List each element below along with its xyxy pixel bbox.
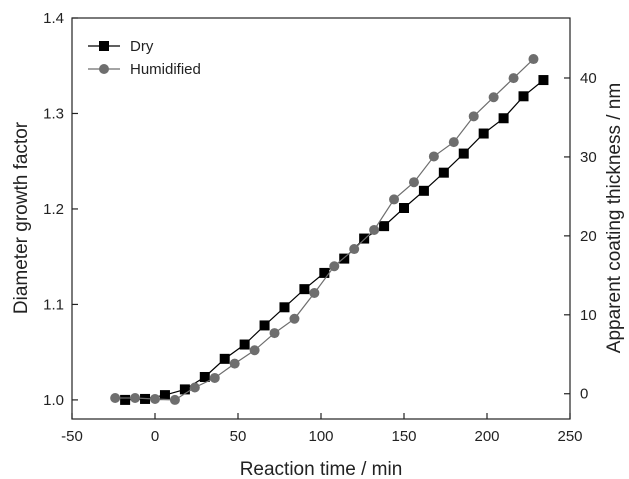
data-point-humidified (269, 328, 280, 339)
y2-tick-label: 40 (580, 70, 597, 87)
data-point-dry (319, 267, 330, 278)
x-axis-title: Reaction time / min (240, 459, 403, 479)
y-tick-label: 1.1 (43, 296, 64, 313)
data-point-dry (478, 128, 489, 139)
data-point-dry (159, 390, 170, 401)
data-point-humidified (528, 54, 539, 65)
x-tick-label: 0 (151, 428, 159, 445)
data-point-humidified (329, 261, 340, 272)
data-point-dry (359, 233, 370, 244)
data-point-dry (339, 253, 350, 264)
data-point-dry (379, 221, 390, 232)
y2-tick-label: 0 (580, 386, 588, 403)
legend-marker-dry (99, 41, 109, 51)
legend-marker-humidified (99, 64, 109, 74)
data-point-humidified (448, 137, 459, 148)
x-tick-label: 150 (391, 428, 416, 445)
y-axis-title: Diameter growth factor (11, 121, 32, 314)
x-tick-label: 100 (308, 428, 333, 445)
data-point-humidified (309, 287, 320, 298)
y2-tick-label: 30 (580, 149, 597, 166)
y2-axis-ticks: 0 10 20 30 40 (564, 70, 597, 403)
data-point-humidified (468, 111, 479, 122)
data-point-dry (518, 91, 529, 102)
data-point-humidified (369, 224, 380, 235)
data-point-humidified (169, 394, 180, 405)
y2-tick-label: 20 (580, 228, 597, 245)
data-point-humidified (229, 358, 240, 369)
y2-axis-title: Apparent coating thickness / nm (604, 83, 625, 353)
x-tick-label: 200 (474, 428, 499, 445)
y-tick-label: 1.3 (43, 105, 64, 122)
data-point-dry (438, 167, 449, 178)
y-axis-ticks: 1.0 1.1 1.2 1.3 1.4 (43, 10, 78, 409)
data-point-dry (219, 353, 230, 364)
data-point-humidified (408, 177, 419, 188)
data-point-humidified (189, 382, 200, 393)
data-point-dry (399, 202, 409, 213)
data-point-dry (418, 185, 429, 196)
data-point-humidified (150, 393, 160, 404)
data-point-humidified (349, 244, 360, 255)
x-axis-ticks: -50 0 50 100 150 200 250 (61, 413, 583, 445)
data-point-humidified (110, 392, 121, 403)
data-point-humidified (249, 345, 260, 356)
legend-label-humidified: Humidified (130, 61, 201, 78)
data-point-dry (179, 384, 190, 395)
legend-label-dry: Dry (130, 38, 154, 55)
x-tick-label: -50 (61, 428, 83, 445)
data-point-dry (259, 320, 270, 331)
data-point-dry (199, 371, 210, 382)
data-point-dry (458, 148, 469, 159)
data-point-dry (498, 113, 509, 124)
data-point-dry (279, 302, 290, 313)
x-tick-label: 250 (557, 428, 582, 445)
series-layer (110, 54, 549, 405)
data-point-humidified (130, 392, 141, 403)
series-line-dry (125, 79, 544, 401)
series-line-humidified (115, 58, 534, 401)
y-tick-label: 1.0 (43, 392, 64, 409)
y-tick-label: 1.2 (43, 201, 64, 218)
data-point-humidified (488, 92, 499, 103)
data-point-humidified (289, 313, 300, 324)
data-point-dry (120, 394, 131, 405)
data-point-humidified (508, 73, 519, 84)
x-tick-label: 50 (230, 428, 247, 445)
data-point-humidified (209, 372, 220, 383)
data-point-dry (299, 284, 310, 295)
y2-tick-label: 10 (580, 307, 597, 324)
legend: Dry Humidified (88, 38, 201, 78)
data-point-humidified (389, 194, 400, 205)
y-tick-label: 1.4 (43, 10, 64, 27)
data-point-dry (239, 339, 250, 350)
plot-frame (71, 17, 571, 420)
data-point-dry (538, 75, 549, 86)
data-point-humidified (428, 151, 439, 162)
